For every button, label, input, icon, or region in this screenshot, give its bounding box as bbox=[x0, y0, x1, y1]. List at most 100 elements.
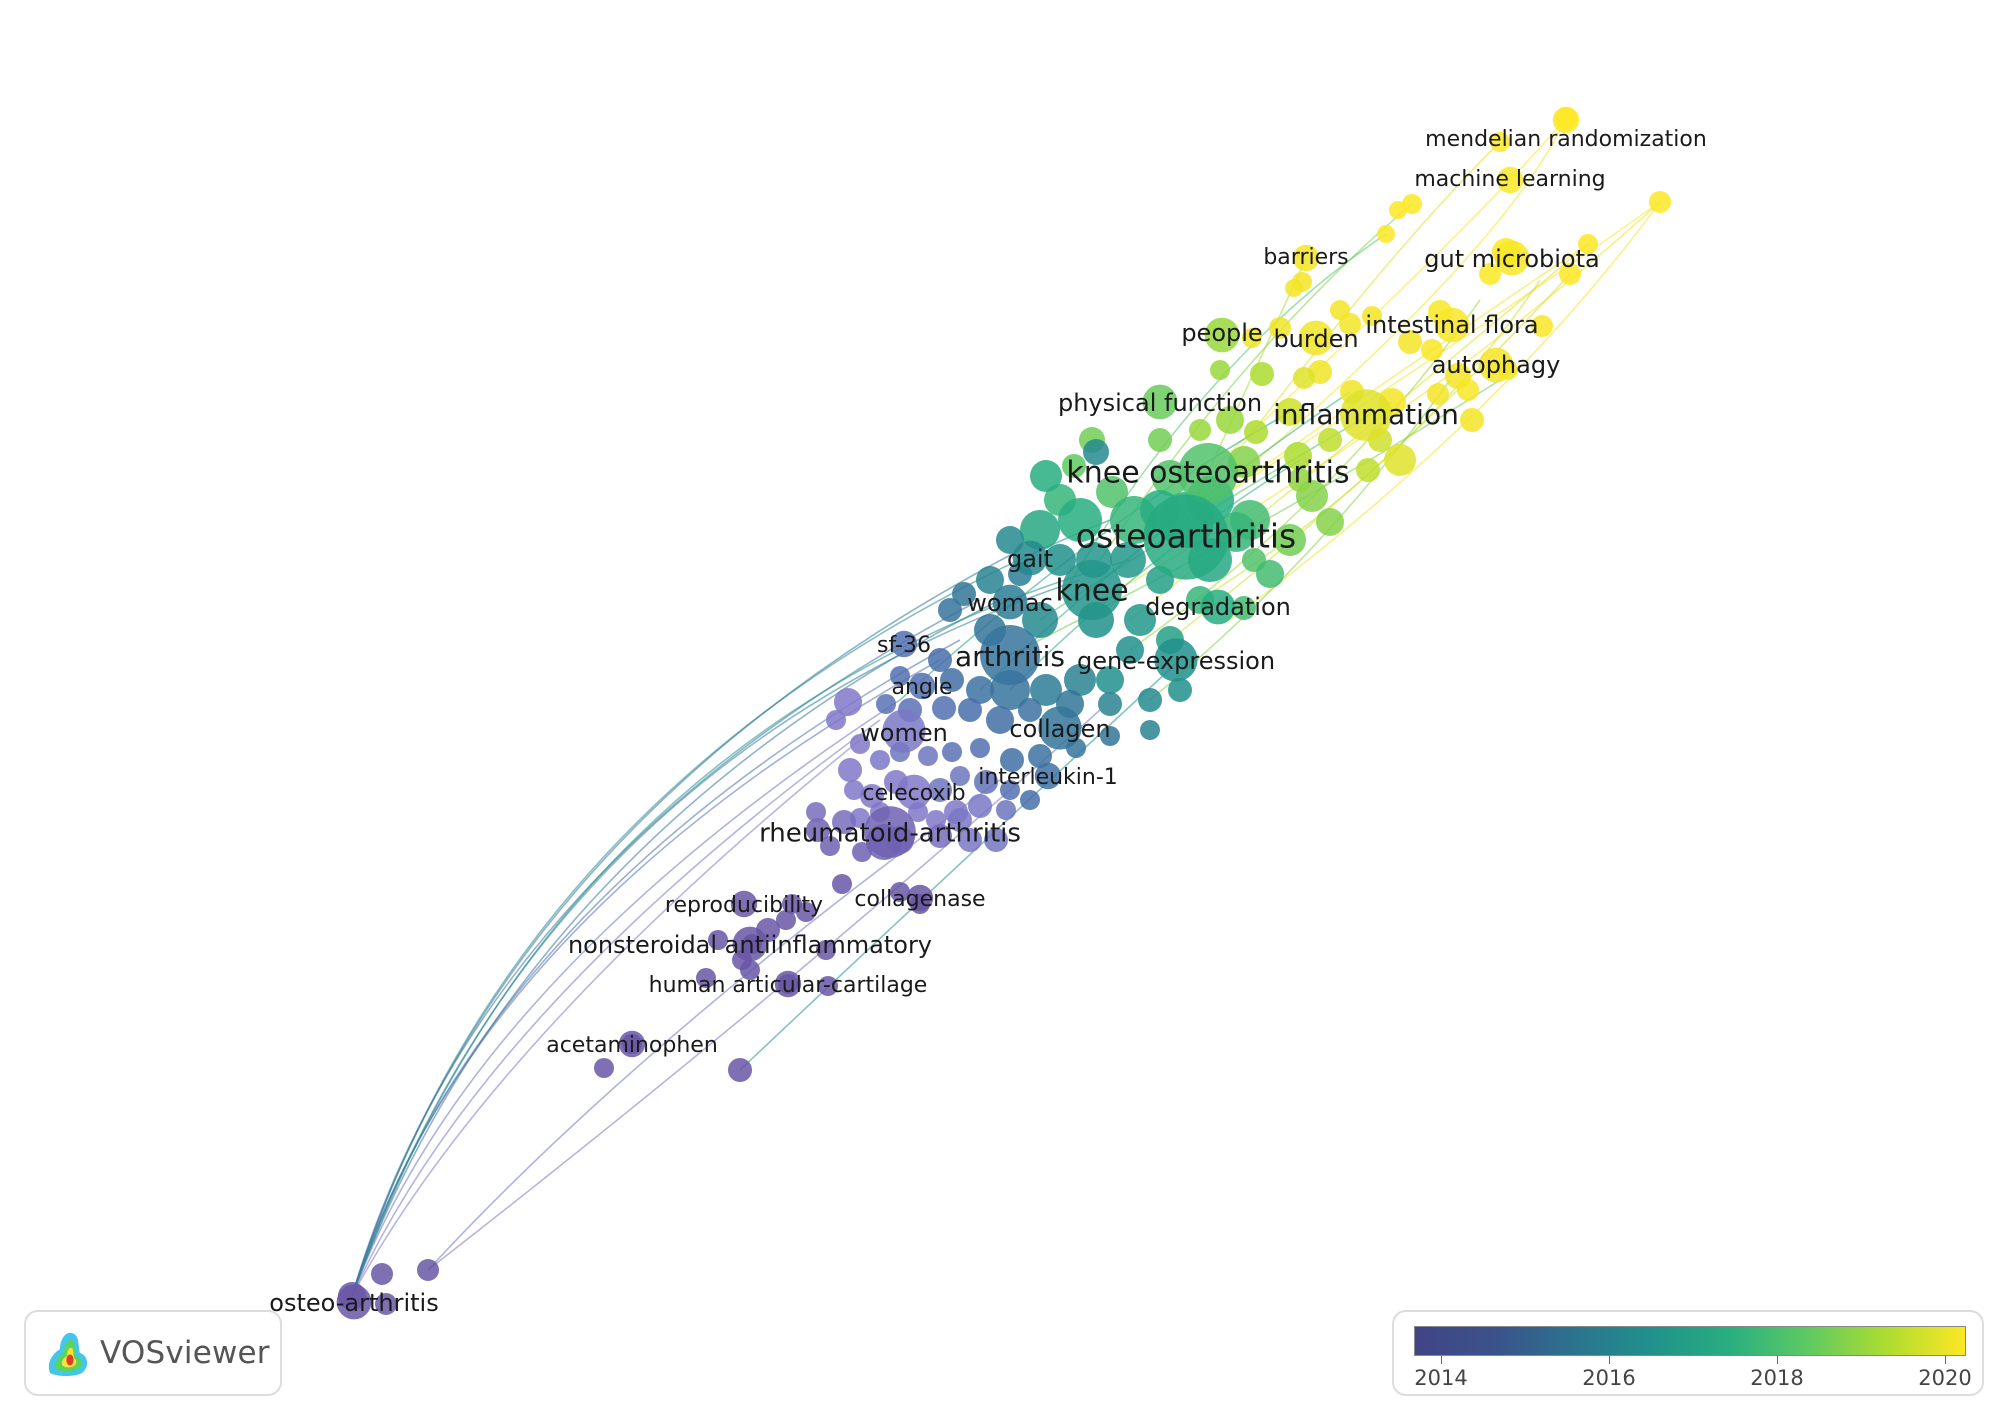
keyword-node[interactable] bbox=[1457, 379, 1479, 401]
keyword-node[interactable] bbox=[1318, 428, 1342, 452]
keyword-node[interactable] bbox=[928, 648, 952, 672]
keyword-node-machine-learning[interactable] bbox=[1496, 166, 1524, 194]
keyword-node-angle[interactable] bbox=[908, 672, 936, 700]
keyword-node[interactable] bbox=[708, 930, 728, 950]
keyword-node[interactable] bbox=[940, 668, 964, 692]
keyword-node[interactable] bbox=[958, 698, 982, 722]
keyword-node-knee-osteoarthritis[interactable] bbox=[1178, 443, 1238, 503]
keyword-node[interactable] bbox=[1490, 132, 1510, 152]
keyword-node[interactable] bbox=[1020, 510, 1060, 550]
keyword-node[interactable] bbox=[968, 794, 992, 818]
keyword-node[interactable] bbox=[1293, 367, 1315, 389]
keyword-node[interactable] bbox=[1244, 420, 1268, 444]
keyword-node[interactable] bbox=[1559, 263, 1581, 285]
keyword-node[interactable] bbox=[1288, 468, 1312, 492]
keyword-node[interactable] bbox=[1460, 408, 1484, 432]
keyword-node-women[interactable] bbox=[882, 709, 926, 753]
keyword-node[interactable] bbox=[1028, 744, 1052, 768]
keyword-node[interactable] bbox=[1531, 315, 1553, 337]
keyword-node[interactable] bbox=[728, 1058, 752, 1082]
keyword-node[interactable] bbox=[1022, 602, 1058, 638]
keyword-node-barriers[interactable] bbox=[1292, 244, 1320, 272]
keyword-node[interactable] bbox=[1064, 664, 1096, 696]
keyword-node[interactable] bbox=[942, 742, 962, 762]
keyword-node[interactable] bbox=[1000, 748, 1024, 772]
keyword-node-rheumatoid-arthritis[interactable] bbox=[864, 806, 916, 858]
keyword-node[interactable] bbox=[970, 738, 990, 758]
keyword-node-arthritis[interactable] bbox=[980, 625, 1040, 685]
keyword-node[interactable] bbox=[1402, 194, 1422, 214]
keyword-node[interactable] bbox=[1232, 596, 1256, 620]
keyword-node[interactable] bbox=[932, 696, 956, 720]
keyword-node[interactable] bbox=[850, 734, 870, 754]
keyword-node[interactable] bbox=[1096, 476, 1128, 508]
keyword-node[interactable] bbox=[417, 1259, 439, 1281]
keyword-node[interactable] bbox=[1189, 419, 1211, 441]
keyword-node[interactable] bbox=[1316, 508, 1344, 536]
keyword-node-osteoarthritis[interactable] bbox=[1143, 494, 1229, 580]
keyword-node[interactable] bbox=[696, 968, 716, 988]
keyword-node-nonsteroidal-antiinflammatory[interactable] bbox=[732, 926, 768, 962]
keyword-node[interactable] bbox=[984, 828, 1008, 852]
keyword-node[interactable] bbox=[1000, 780, 1020, 800]
keyword-node[interactable] bbox=[844, 780, 864, 800]
keyword-node[interactable] bbox=[1384, 444, 1416, 476]
keyword-node[interactable] bbox=[928, 824, 952, 848]
keyword-node[interactable] bbox=[776, 910, 796, 930]
keyword-node[interactable] bbox=[1148, 428, 1172, 452]
keyword-node[interactable] bbox=[832, 810, 856, 834]
keyword-node[interactable] bbox=[938, 598, 962, 622]
keyword-node[interactable] bbox=[1110, 542, 1146, 578]
keyword-node-intestinal-flora[interactable] bbox=[1434, 307, 1470, 343]
keyword-node[interactable] bbox=[1098, 692, 1122, 716]
keyword-node[interactable] bbox=[1210, 360, 1230, 380]
keyword-node[interactable] bbox=[818, 976, 838, 996]
keyword-node[interactable] bbox=[375, 1293, 397, 1315]
keyword-node[interactable] bbox=[1020, 790, 1040, 810]
keyword-node[interactable] bbox=[948, 808, 972, 832]
keyword-node[interactable] bbox=[796, 902, 816, 922]
keyword-node[interactable] bbox=[1421, 339, 1443, 361]
keyword-node[interactable] bbox=[1339, 313, 1361, 335]
keyword-node[interactable] bbox=[1140, 720, 1160, 740]
keyword-node[interactable] bbox=[928, 778, 952, 802]
keyword-node[interactable] bbox=[1274, 524, 1306, 556]
keyword-node-acetaminophen[interactable] bbox=[618, 1030, 646, 1058]
keyword-node[interactable] bbox=[816, 940, 836, 960]
keyword-node[interactable] bbox=[1479, 263, 1501, 285]
keyword-node-celecoxib[interactable] bbox=[896, 774, 932, 810]
keyword-node-inflammation[interactable] bbox=[1340, 389, 1392, 441]
keyword-node[interactable] bbox=[832, 874, 852, 894]
keyword-node-collagen[interactable] bbox=[1038, 706, 1082, 750]
keyword-node[interactable] bbox=[1216, 406, 1244, 434]
keyword-node[interactable] bbox=[1356, 458, 1380, 482]
keyword-node-sf-36[interactable] bbox=[890, 630, 918, 658]
keyword-node[interactable] bbox=[860, 784, 884, 808]
keyword-node[interactable] bbox=[806, 802, 826, 822]
keyword-node-people[interactable] bbox=[1204, 317, 1240, 353]
keyword-node[interactable] bbox=[870, 750, 890, 770]
keyword-node[interactable] bbox=[740, 960, 760, 980]
keyword-node-autophagy[interactable] bbox=[1478, 347, 1514, 383]
keyword-node[interactable] bbox=[1250, 362, 1274, 386]
keyword-node-gene-expression[interactable] bbox=[1154, 638, 1198, 682]
keyword-node[interactable] bbox=[1044, 544, 1076, 576]
keyword-node[interactable] bbox=[876, 694, 896, 714]
keyword-node[interactable] bbox=[1398, 330, 1422, 354]
keyword-node-reproducibility[interactable] bbox=[730, 890, 758, 918]
keyword-node[interactable] bbox=[1276, 398, 1304, 426]
keyword-node-collagenase[interactable] bbox=[906, 884, 934, 912]
keyword-node[interactable] bbox=[1362, 306, 1382, 326]
keyword-node[interactable] bbox=[1083, 439, 1109, 465]
keyword-node[interactable] bbox=[1030, 674, 1062, 706]
keyword-node[interactable] bbox=[996, 800, 1016, 820]
keyword-node[interactable] bbox=[1284, 442, 1312, 470]
keyword-node[interactable] bbox=[820, 836, 840, 856]
keyword-node[interactable] bbox=[1649, 191, 1671, 213]
keyword-node[interactable] bbox=[966, 676, 994, 704]
keyword-node[interactable] bbox=[1062, 454, 1086, 478]
keyword-node[interactable] bbox=[918, 746, 938, 766]
keyword-node[interactable] bbox=[976, 566, 1004, 594]
keyword-node[interactable] bbox=[1427, 383, 1449, 405]
